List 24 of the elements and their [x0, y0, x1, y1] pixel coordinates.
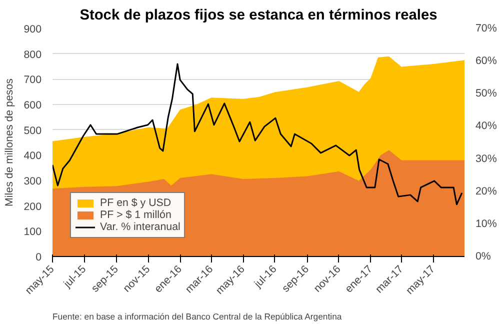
- y-tick-label: 900: [24, 24, 42, 36]
- y-tick-label: 600: [24, 100, 42, 112]
- y-tick-label: 200: [24, 200, 42, 213]
- y-tick-label: 700: [24, 74, 42, 86]
- legend-label: PF en $ y USD: [100, 197, 172, 209]
- chart-title: Stock de plazos fijos se estanca en términos reales: [80, 8, 438, 24]
- y2-tick-label: 60%: [476, 55, 498, 68]
- y-tick-label: 0: [36, 252, 42, 264]
- y2-tick-label: 30%: [476, 152, 498, 165]
- y-tick-label: 300: [24, 176, 42, 188]
- y-tick-label: 100: [24, 226, 42, 238]
- y-axis-title: Miles de millones de pesos: [4, 78, 16, 206]
- y2-tick-label: 70%: [476, 22, 498, 34]
- y2-tick-label: 10%: [476, 218, 498, 230]
- y-tick-label: 500: [24, 124, 42, 137]
- y-tick-label: 800: [24, 48, 42, 61]
- y2-tick-label: 20%: [476, 185, 498, 198]
- y2-tick-label: 50%: [476, 88, 498, 100]
- source-note: Fuente: en base a información del Banco Central de la República Argentina: [52, 312, 342, 322]
- y2-tick-label: 0%: [476, 250, 492, 262]
- y-tick-label: 400: [24, 150, 42, 162]
- y2-tick-label: 40%: [476, 120, 498, 132]
- legend-label: PF > $ 1 millón: [100, 209, 172, 221]
- legend-label: Var. % interanual: [100, 221, 180, 233]
